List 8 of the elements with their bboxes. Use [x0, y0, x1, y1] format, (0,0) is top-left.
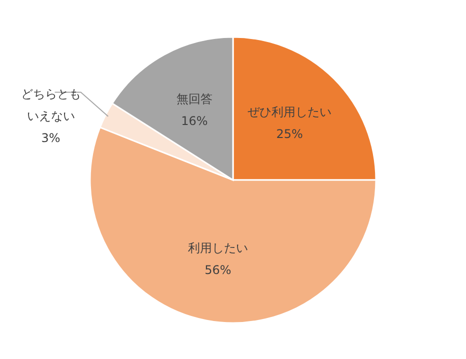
slice-label: どちらともいえない [20, 86, 82, 126]
slice-label: 無回答 [176, 90, 212, 108]
data-label: 16% [180, 112, 209, 130]
slice-label: ぜひ利用したい [248, 104, 332, 122]
data-label: 3% [40, 130, 62, 148]
data-label: 56% [204, 262, 232, 279]
data-label: 25% [275, 126, 304, 144]
slice-label: 利用したい [188, 240, 248, 257]
